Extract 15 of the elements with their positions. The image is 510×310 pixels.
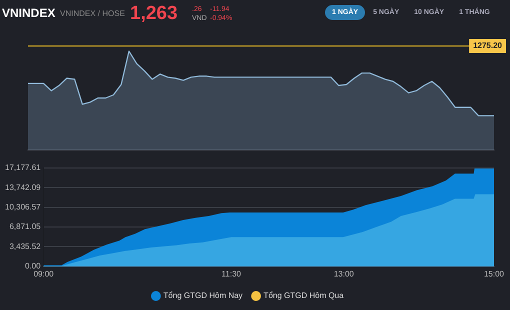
y-tick-label: 3,435.52 xyxy=(9,242,42,251)
text: VNINDEX / HOSE xyxy=(60,9,125,18)
text: VNINDEX xyxy=(2,6,56,20)
legend-label: Tổng GTGD Hôm Qua xyxy=(264,291,344,300)
text: 1,263 xyxy=(130,3,178,25)
legend-label: Tổng GTGD Hôm Nay xyxy=(163,291,243,300)
x-tick-label: 15:00 xyxy=(484,269,505,278)
x-tick-label: 09:00 xyxy=(34,269,54,278)
x-tick-label: 13:00 xyxy=(334,269,354,278)
y-tick-label: 10,306.57 xyxy=(4,202,42,212)
x-tick-label: 11:30 xyxy=(222,269,242,278)
y-tick-label: 6,871.05 xyxy=(9,222,42,232)
y-tick-label: 17,177.61 xyxy=(4,163,42,172)
y-tick-label: 13,742.09 xyxy=(4,182,42,192)
y-tick-label: 0.00 xyxy=(25,262,42,271)
